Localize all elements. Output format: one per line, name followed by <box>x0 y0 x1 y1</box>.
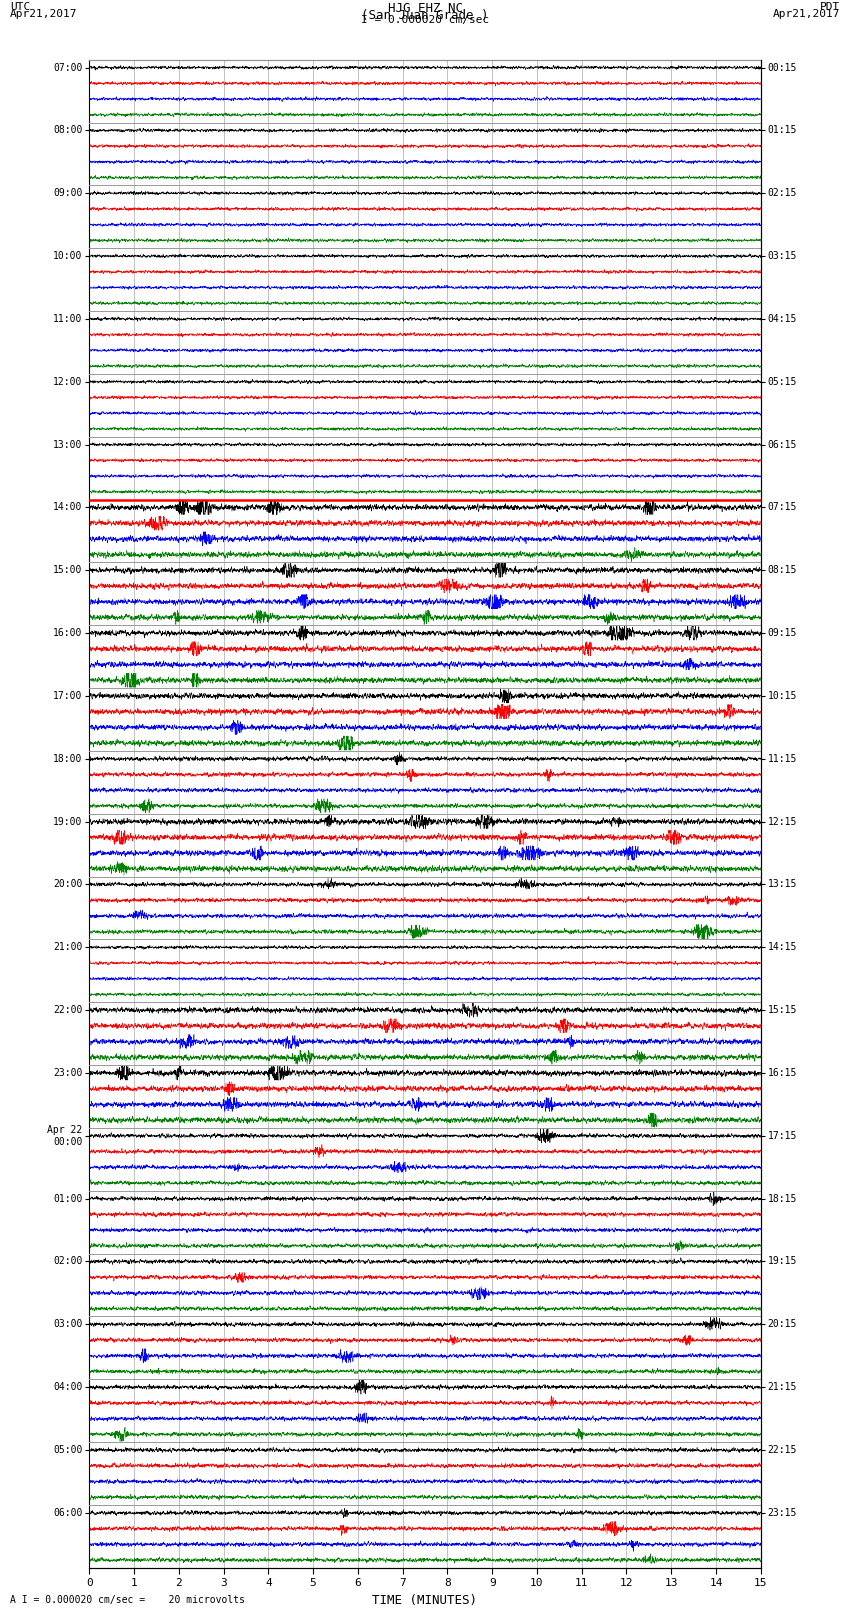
Text: I = 0.000020 cm/sec: I = 0.000020 cm/sec <box>361 16 489 26</box>
Text: PDT: PDT <box>819 3 840 13</box>
Text: Apr21,2017: Apr21,2017 <box>773 10 840 19</box>
X-axis label: TIME (MINUTES): TIME (MINUTES) <box>372 1594 478 1607</box>
Text: (San Juan Grade ): (San Juan Grade ) <box>361 10 489 23</box>
Text: Apr21,2017: Apr21,2017 <box>10 10 77 19</box>
Text: HJG EHZ NC: HJG EHZ NC <box>388 3 462 16</box>
Text: A I = 0.000020 cm/sec =    20 microvolts: A I = 0.000020 cm/sec = 20 microvolts <box>10 1595 245 1605</box>
Text: UTC: UTC <box>10 3 31 13</box>
